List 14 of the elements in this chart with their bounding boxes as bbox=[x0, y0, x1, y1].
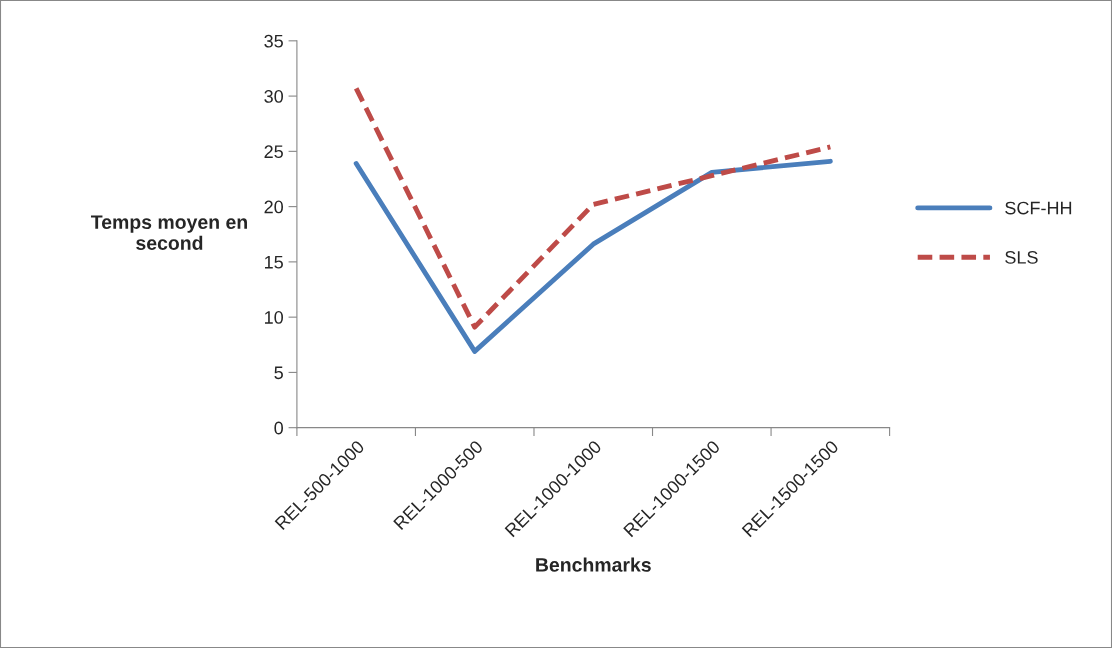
y-tick-label: 25 bbox=[264, 145, 283, 159]
y-tick-label: 10 bbox=[265, 311, 284, 324]
y-tick-label: 20 bbox=[264, 200, 284, 214]
y-axis-title: Temps moyen en second bbox=[90, 215, 247, 250]
y-tick-label: 35 bbox=[264, 34, 283, 48]
y-tick-label: 0 bbox=[274, 421, 283, 435]
y-tick-label: 15 bbox=[265, 256, 283, 269]
line-series bbox=[353, 85, 833, 330]
legend-label: SLS bbox=[1005, 250, 1038, 264]
legend-label: SCF-HH bbox=[1005, 201, 1072, 215]
y-tick-label: 5 bbox=[274, 366, 283, 380]
line-series bbox=[353, 158, 833, 354]
y-tick-label: 30 bbox=[264, 90, 284, 103]
x-axis-title: Benchmarks bbox=[536, 557, 651, 572]
